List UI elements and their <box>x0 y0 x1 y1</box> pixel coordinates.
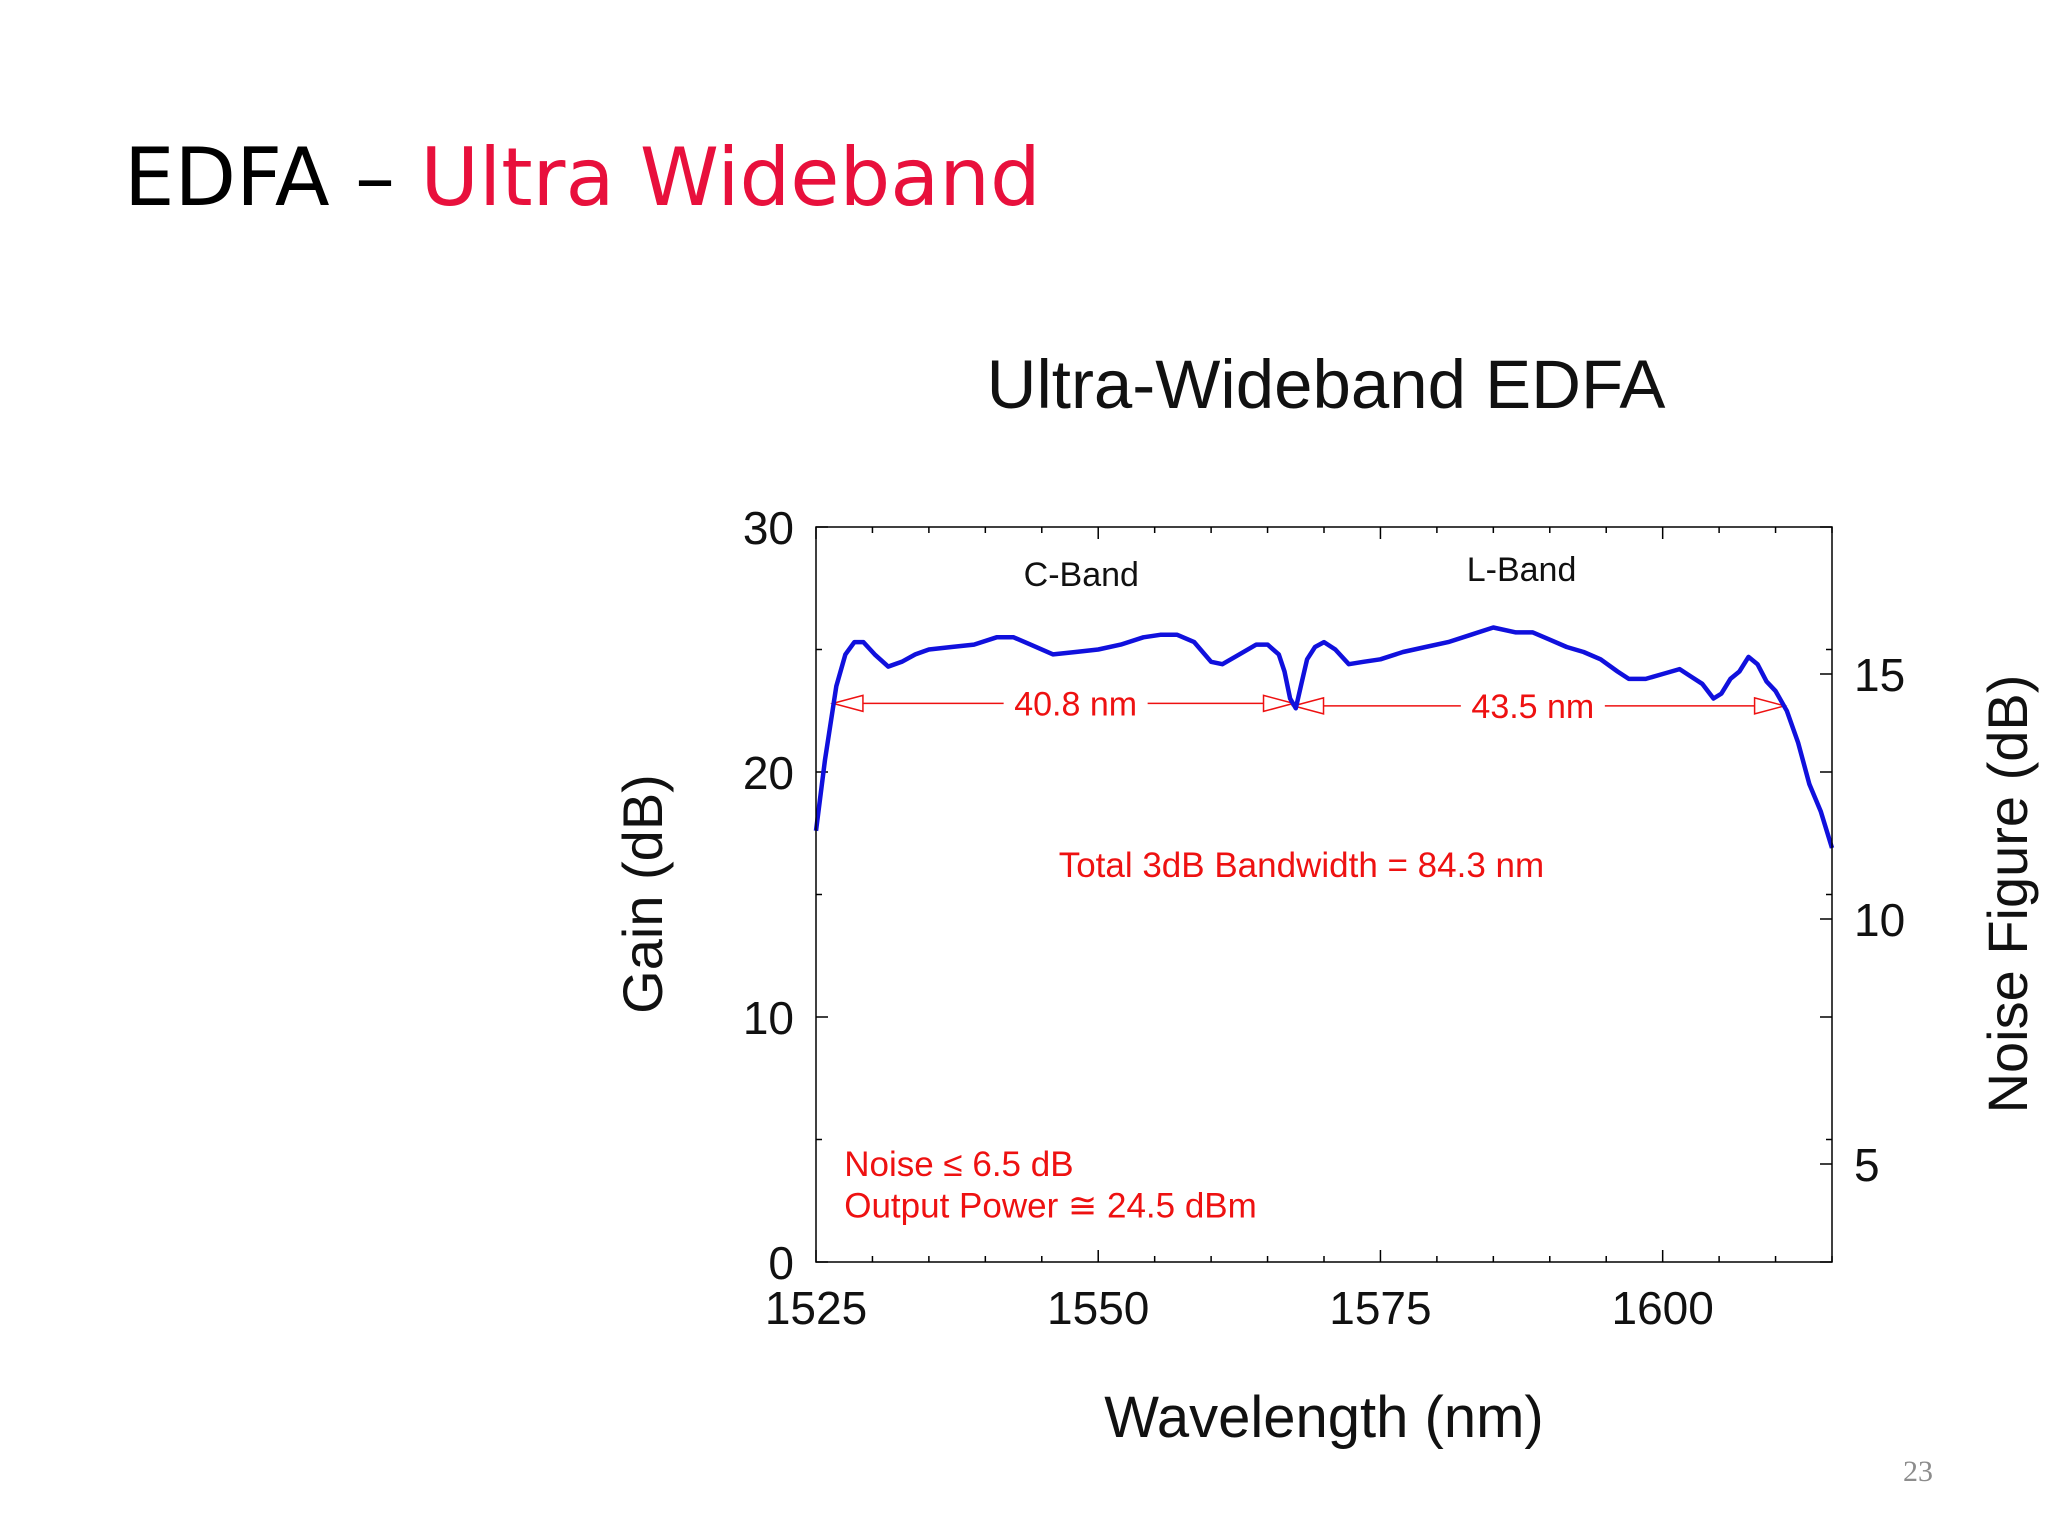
y2-tick-label: 10 <box>1854 894 1905 946</box>
chart-title: Ultra-Wideband EDFA <box>987 346 1666 423</box>
band-label: L-Band <box>1467 551 1577 589</box>
y-tick-label: 30 <box>743 502 794 554</box>
y2-tick-label: 5 <box>1854 1139 1880 1191</box>
y2-axis-label: Noise Figure (dB) <box>1976 675 2039 1114</box>
bandwidth-label: 40.8 nm <box>1014 685 1137 723</box>
spec-note: Noise ≤ 6.5 dB <box>844 1145 1073 1184</box>
x-axis-label: Wavelength (nm) <box>1104 1385 1543 1450</box>
y-tick-label: 20 <box>743 747 794 799</box>
x-tick-label: 1600 <box>1611 1282 1713 1334</box>
total-bandwidth-note: Total 3dB Bandwidth = 84.3 nm <box>1059 846 1544 885</box>
slide-number: 23 <box>1903 1455 1933 1488</box>
slide-title-main: EDFA – <box>124 131 421 224</box>
band-label: C-Band <box>1024 556 1139 594</box>
plot-frame <box>815 526 1833 1263</box>
y-axis-label: Gain (dB) <box>611 774 674 1014</box>
arrowhead-left <box>830 694 864 713</box>
y2-tick-label: 15 <box>1854 649 1905 701</box>
slide-title-accent: Ultra Wideband <box>420 131 1041 224</box>
arrowhead-left <box>1290 696 1325 715</box>
y-tick-label: 0 <box>768 1237 794 1289</box>
spec-note: Output Power ≅ 24.5 dBm <box>844 1187 1257 1226</box>
x-tick-label: 1550 <box>1047 1282 1149 1334</box>
x-tick-label: 1525 <box>765 1282 867 1334</box>
x-tick-label: 1575 <box>1329 1282 1431 1334</box>
arrowhead-right <box>1753 696 1788 715</box>
bandwidth-label: 43.5 nm <box>1471 688 1594 726</box>
arrowhead-right <box>1262 694 1297 713</box>
slide-title: EDFA – Ultra Wideband <box>124 138 1041 218</box>
gain-series-line <box>813 625 1835 849</box>
y-tick-label: 10 <box>743 992 794 1044</box>
